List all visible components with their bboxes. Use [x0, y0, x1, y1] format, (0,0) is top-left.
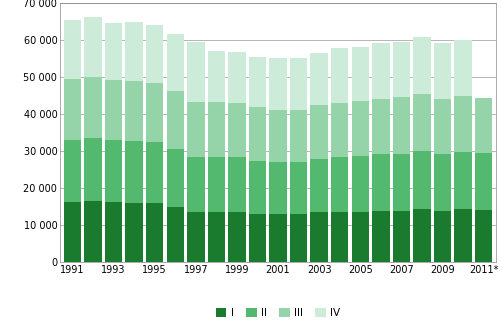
Bar — [146, 25, 163, 83]
Bar — [413, 209, 431, 262]
Bar — [454, 40, 472, 96]
Bar — [146, 83, 163, 142]
Bar — [270, 214, 287, 262]
Bar — [187, 157, 204, 212]
Bar — [105, 140, 122, 202]
Bar — [454, 152, 472, 210]
Bar — [125, 203, 143, 262]
Bar — [352, 101, 369, 156]
Bar — [64, 202, 81, 262]
Bar — [228, 157, 245, 212]
Bar — [166, 149, 184, 207]
Bar — [352, 156, 369, 212]
Bar — [352, 212, 369, 262]
Bar — [331, 157, 349, 212]
Bar — [331, 103, 349, 157]
Bar — [249, 57, 266, 107]
Bar — [393, 154, 410, 211]
Bar — [331, 49, 349, 103]
Bar — [105, 202, 122, 262]
Bar — [270, 162, 287, 214]
Bar — [372, 154, 390, 211]
Bar — [207, 157, 225, 212]
Bar — [475, 98, 492, 153]
Bar — [166, 34, 184, 92]
Bar — [64, 140, 81, 202]
Bar — [249, 107, 266, 161]
Bar — [228, 103, 245, 157]
Bar — [393, 42, 410, 97]
Bar — [413, 37, 431, 93]
Bar — [372, 43, 390, 99]
Bar — [207, 212, 225, 262]
Bar — [290, 162, 307, 214]
Bar — [207, 102, 225, 157]
Bar — [393, 97, 410, 154]
Bar — [146, 203, 163, 262]
Bar — [393, 211, 410, 262]
Bar — [64, 79, 81, 140]
Bar — [454, 210, 472, 262]
Bar — [270, 110, 287, 162]
Bar — [249, 214, 266, 262]
Bar — [84, 17, 102, 77]
Bar — [290, 110, 307, 162]
Bar — [311, 212, 328, 262]
Bar — [105, 80, 122, 140]
Bar — [475, 153, 492, 210]
Bar — [125, 141, 143, 203]
Bar — [187, 212, 204, 262]
Bar — [311, 53, 328, 105]
Bar — [434, 154, 451, 211]
Bar — [413, 93, 431, 151]
Bar — [372, 99, 390, 154]
Bar — [84, 77, 102, 138]
Bar — [475, 210, 492, 262]
Bar — [166, 207, 184, 262]
Bar — [125, 22, 143, 81]
Bar — [290, 214, 307, 262]
Bar — [434, 211, 451, 262]
Bar — [454, 96, 472, 152]
Bar — [228, 52, 245, 103]
Bar — [64, 20, 81, 79]
Bar — [270, 58, 287, 110]
Bar — [413, 151, 431, 209]
Bar — [311, 159, 328, 212]
Bar — [290, 58, 307, 110]
Bar — [434, 43, 451, 99]
Bar — [434, 99, 451, 154]
Bar — [84, 138, 102, 201]
Bar — [187, 102, 204, 157]
Bar — [207, 51, 225, 102]
Bar — [166, 92, 184, 149]
Bar — [311, 105, 328, 159]
Bar — [84, 201, 102, 262]
Bar — [352, 47, 369, 101]
Bar — [331, 212, 349, 262]
Bar — [372, 211, 390, 262]
Bar — [125, 81, 143, 141]
Bar — [105, 23, 122, 80]
Bar — [249, 161, 266, 214]
Bar — [228, 212, 245, 262]
Bar — [146, 142, 163, 203]
Bar — [187, 42, 204, 102]
Legend: I, II, III, IV: I, II, III, IV — [212, 304, 344, 322]
